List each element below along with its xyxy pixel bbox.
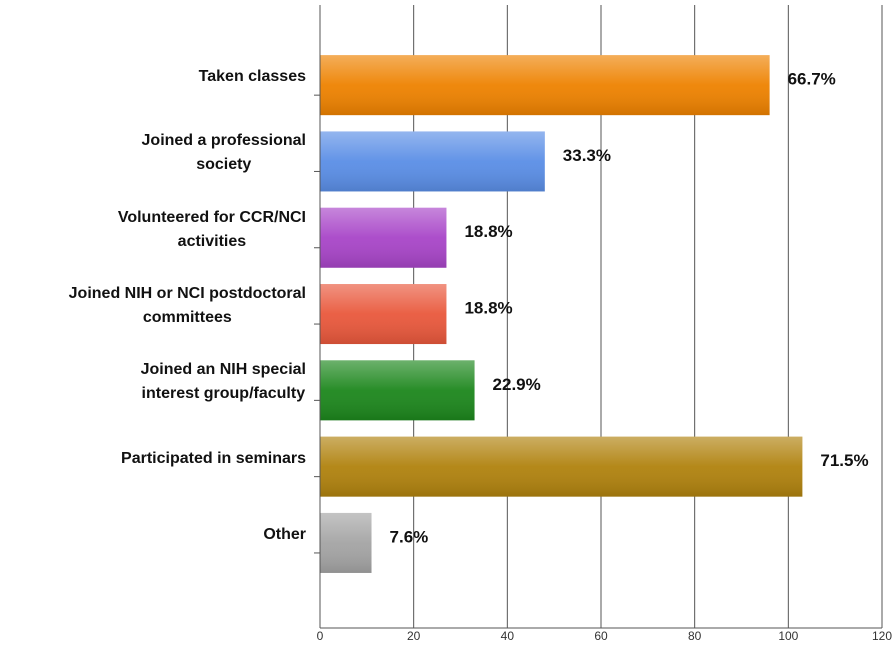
value-label: 33.3% [563,146,611,165]
value-label: 18.8% [464,222,512,241]
value-label: 22.9% [493,375,541,394]
x-tick-label: 40 [501,629,515,643]
bar-shine [320,360,475,421]
x-tick-label: 20 [407,629,421,643]
category-label: Joined NIH or NCI postdoctoral committee… [68,285,306,327]
bar-shine [320,207,447,268]
bar-shine [320,55,770,116]
bar-shine [320,436,803,497]
bar-shine [320,131,545,192]
bar-shine [320,512,372,573]
x-tick-label: 100 [778,629,798,643]
category-label: Joined an NIH special interest group/fac… [140,361,306,403]
x-tick-label: 0 [317,629,324,643]
value-label: 66.7% [788,70,836,89]
x-tick-label: 120 [872,629,892,643]
value-label: 71.5% [820,451,868,470]
category-label: Joined a professional society [141,132,306,174]
value-label: 7.6% [390,527,429,546]
x-tick-label: 60 [594,629,608,643]
bar-shine [320,284,447,345]
category-label: Volunteered for CCR/NCI activities [117,208,306,250]
category-label: Taken classes [198,68,306,86]
value-label: 18.8% [464,299,512,318]
category-label: Participated in seminars [121,449,306,467]
category-label: Other [263,525,306,543]
x-tick-label: 80 [688,629,702,643]
